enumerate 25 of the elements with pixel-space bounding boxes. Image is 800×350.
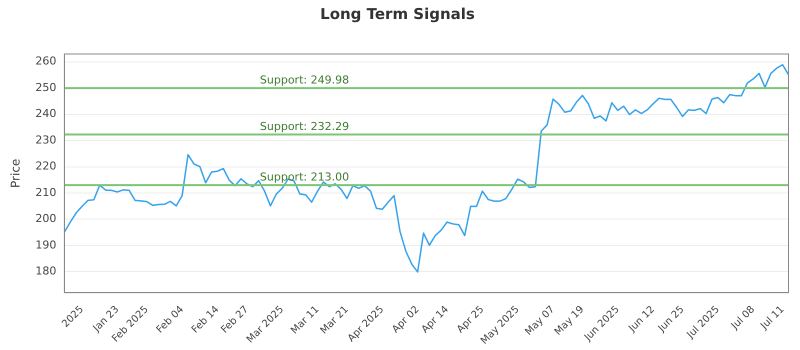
y-tick-label: 240	[35, 107, 56, 120]
x-tick-label: Jul 08	[728, 304, 758, 332]
y-axis-title: Price	[8, 158, 22, 188]
y-tick-label: 190	[35, 238, 56, 252]
y-tick-label: 200	[35, 212, 56, 226]
x-tick-label: Apr 02	[390, 304, 422, 336]
x-tick-label: Mar 11	[289, 304, 322, 336]
x-tick-label: Apr 14	[420, 304, 452, 336]
ref-line-label: Support: 249.98	[260, 74, 350, 87]
ref-line-label: Support: 213.00	[260, 170, 350, 184]
y-tick-label: 260	[35, 54, 56, 68]
x-tick-label: Jul 11	[758, 304, 787, 332]
x-tick-label: Feb 27	[219, 304, 251, 336]
x-tick-label: Apr 25	[455, 304, 486, 336]
y-tick-label: 180	[35, 264, 56, 278]
x-tick-label: Jun 12	[626, 304, 658, 335]
chart-title: Long Term Signals	[320, 4, 475, 23]
y-tick-label: 230	[35, 133, 56, 146]
x-tick-label: Jun 25	[656, 304, 686, 335]
y-tick-label: 220	[35, 160, 56, 173]
x-tick-label: Feb 14	[190, 304, 222, 336]
y-tick-label: 210	[35, 186, 56, 199]
ref-line-label: Support: 232.29	[260, 120, 350, 133]
y-tick-label: 250	[35, 80, 56, 94]
x-tick-label: Feb 04	[154, 304, 186, 336]
